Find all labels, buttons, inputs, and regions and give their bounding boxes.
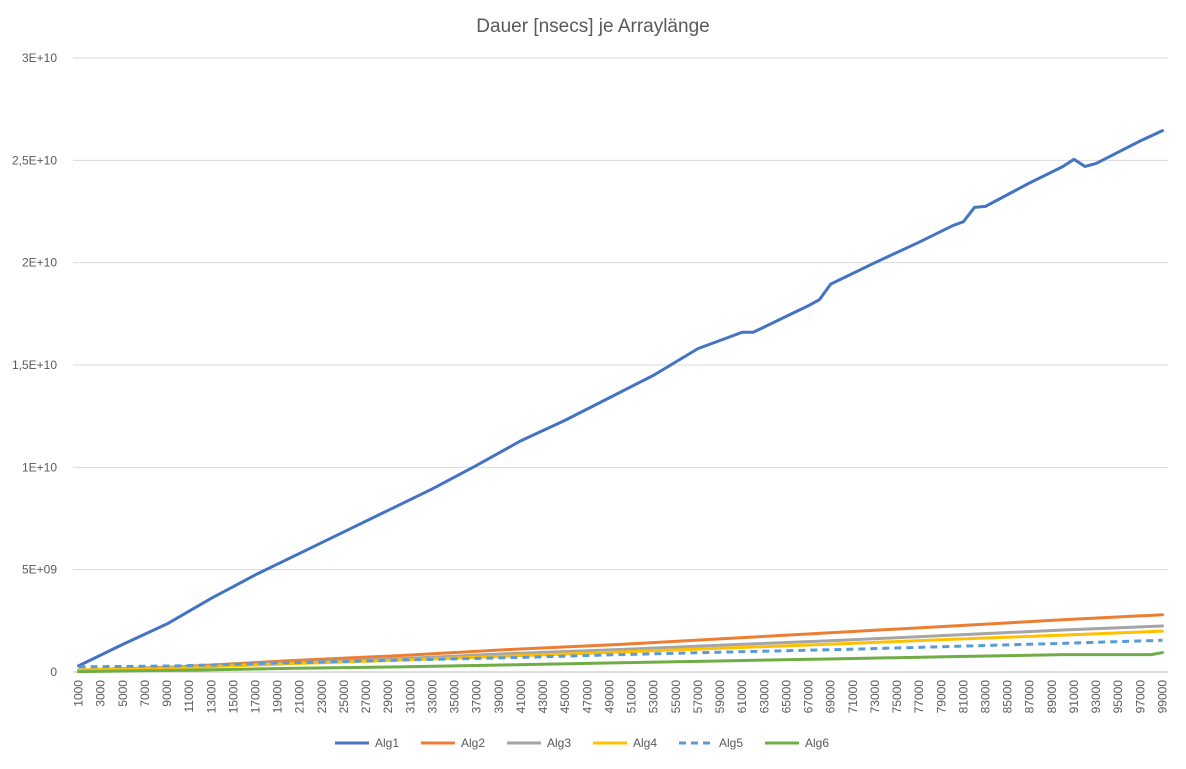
x-axis-tick-labels: 1000 3000 5000 7000 9000 11000 13000 15000 17000…: [72, 680, 1170, 714]
legend-label: Alg1: [375, 736, 399, 750]
x-tick-label: 87000: [1023, 680, 1037, 714]
x-tick-label: 23000: [315, 680, 329, 714]
x-tick-label: 27000: [359, 680, 373, 714]
legend-item-alg4: Alg4: [593, 736, 657, 750]
x-tick-label: 77000: [912, 680, 926, 714]
chart-title: Dauer [nsecs] je Arraylänge: [476, 16, 709, 37]
y-tick-label: 0: [50, 665, 57, 679]
x-tick-label: 35000: [448, 680, 462, 714]
x-tick-label: 79000: [934, 680, 948, 714]
x-tick-label: 71000: [846, 680, 860, 714]
x-tick-label: 3000: [94, 680, 108, 707]
y-tick-label: 5E+09: [22, 563, 57, 577]
x-tick-label: 49000: [602, 680, 616, 714]
legend-label: Alg3: [547, 736, 571, 750]
x-tick-label: 99000: [1155, 680, 1169, 714]
x-tick-label: 5000: [116, 680, 130, 707]
x-tick-label: 37000: [470, 680, 484, 714]
x-tick-label: 57000: [691, 680, 705, 714]
legend-label: Alg6: [805, 736, 829, 750]
x-tick-label: 1000: [72, 680, 86, 707]
x-tick-label: 73000: [868, 680, 882, 714]
legend-item-alg2: Alg2: [421, 736, 485, 750]
x-tick-label: 75000: [890, 680, 904, 714]
legend-label: Alg5: [719, 736, 743, 750]
series-line-alg5: [78, 638, 1163, 669]
x-tick-label: 7000: [138, 680, 152, 707]
x-tick-label: 97000: [1133, 680, 1147, 714]
y-axis-tick-labels: 0 5E+09 1E+10 1,5E+10 2E+10 2,5E+10 3E+10: [12, 51, 57, 679]
legend-label: Alg4: [633, 736, 657, 750]
x-tick-label: 63000: [757, 680, 771, 714]
x-tick-label: 29000: [381, 680, 395, 714]
gridlines: [73, 57, 1168, 571]
x-tick-label: 9000: [160, 680, 174, 707]
y-tick-label: 2E+10: [22, 256, 57, 270]
series-line-alg1: [77, 129, 1164, 668]
x-tick-label: 17000: [249, 680, 263, 714]
legend-item-alg3: Alg3: [507, 736, 571, 750]
y-tick-label: 1E+10: [22, 460, 57, 474]
x-tick-label: 95000: [1111, 680, 1125, 714]
x-tick-label: 53000: [647, 680, 661, 714]
x-tick-label: 15000: [226, 680, 240, 714]
x-tick-label: 47000: [580, 680, 594, 714]
x-tick-label: 83000: [979, 680, 993, 714]
x-tick-label: 11000: [182, 680, 196, 713]
x-tick-label: 13000: [204, 680, 218, 714]
x-tick-label: 39000: [492, 680, 506, 714]
x-tick-label: 55000: [669, 680, 683, 714]
y-tick-label: 3E+10: [22, 51, 57, 65]
legend-item-alg5: Alg5: [679, 736, 743, 750]
legend: Alg1 Alg2 Alg3 Alg4 Alg5 Alg6: [335, 736, 829, 750]
x-tick-label: 45000: [558, 680, 572, 714]
x-tick-label: 61000: [735, 680, 749, 714]
x-tick-label: 41000: [514, 680, 528, 714]
x-tick-label: 21000: [293, 680, 307, 714]
legend-label: Alg2: [461, 736, 485, 750]
x-tick-label: 89000: [1045, 680, 1059, 714]
x-tick-label: 65000: [779, 680, 793, 714]
x-tick-label: 25000: [337, 680, 351, 714]
x-tick-label: 69000: [824, 680, 838, 714]
x-tick-label: 91000: [1067, 680, 1081, 714]
legend-item-alg1: Alg1: [335, 736, 399, 750]
x-tick-label: 81000: [956, 680, 970, 714]
x-tick-label: 31000: [403, 680, 417, 714]
x-tick-label: 85000: [1001, 680, 1015, 714]
x-tick-label: 33000: [425, 680, 439, 714]
x-tick-label: 93000: [1089, 680, 1103, 714]
x-tick-label: 51000: [625, 680, 639, 714]
x-tick-label: 19000: [271, 680, 285, 714]
y-tick-label: 1,5E+10: [12, 358, 57, 372]
y-tick-label: 2,5E+10: [12, 153, 57, 167]
legend-item-alg6: Alg6: [765, 736, 829, 750]
x-tick-label: 59000: [713, 680, 727, 714]
x-tick-label: 67000: [802, 680, 816, 714]
series-lines: [77, 129, 1164, 674]
series-line-alg6: [77, 651, 1164, 674]
x-tick-label: 43000: [536, 680, 550, 714]
